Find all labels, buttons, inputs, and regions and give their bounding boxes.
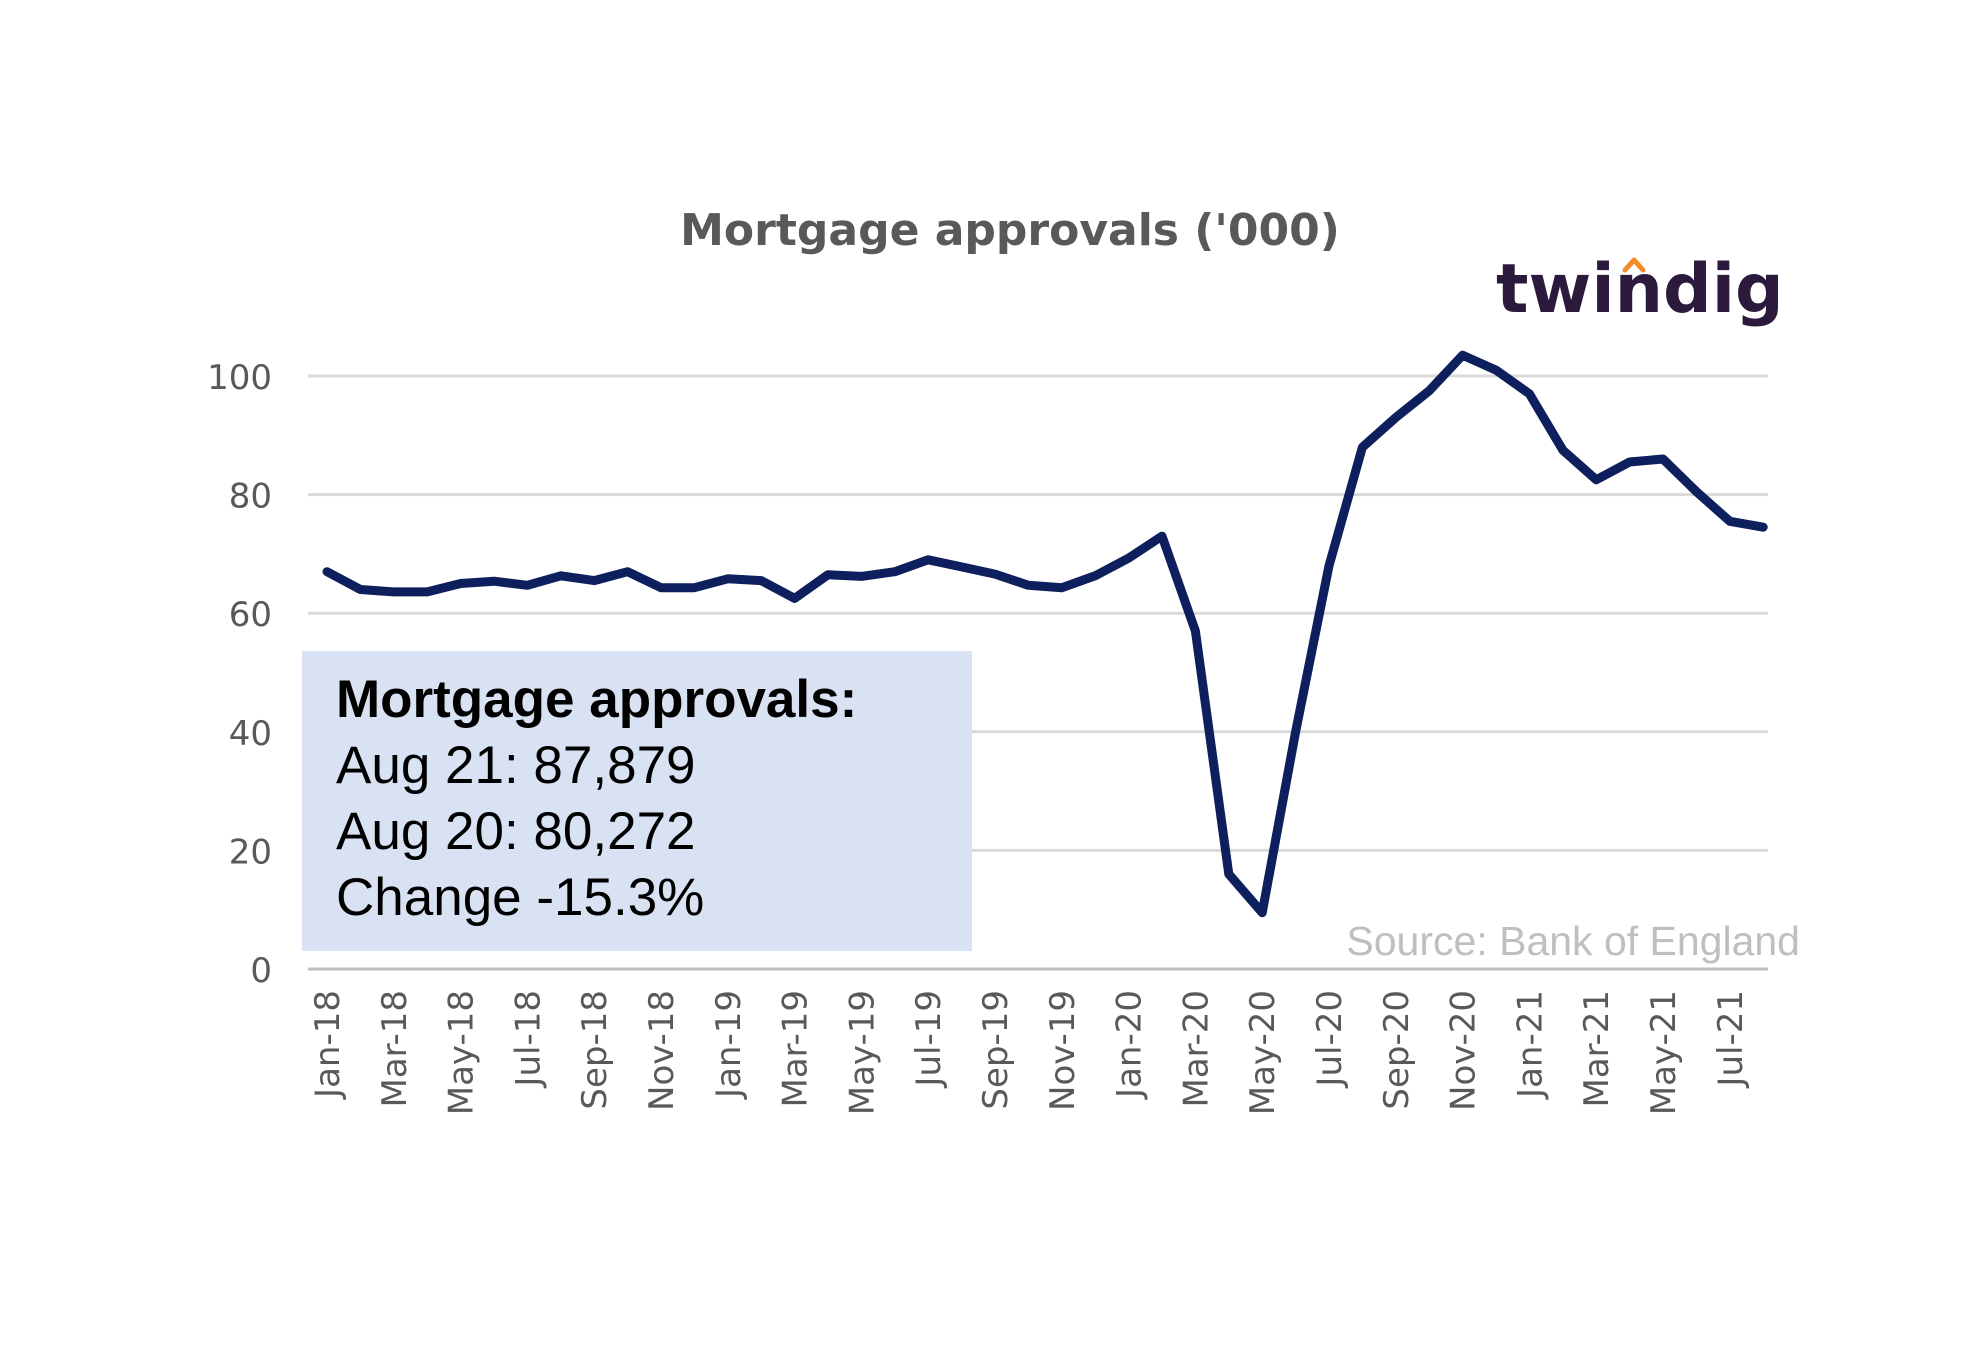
x-tick-label: May-19 xyxy=(842,990,882,1115)
x-tick-label: Jan-21 xyxy=(1510,990,1550,1100)
x-tick-label: May-18 xyxy=(442,990,482,1115)
info-box-heading: Mortgage approvals: xyxy=(336,670,858,729)
y-tick-label: 60 xyxy=(229,595,272,635)
x-tick-label: Nov-18 xyxy=(642,990,682,1111)
y-tick-label: 80 xyxy=(229,477,272,517)
y-tick-label: 40 xyxy=(229,714,272,754)
y-axis-ticks: 0 20 40 60 80 100 xyxy=(207,358,272,991)
x-tick-label: Jul-18 xyxy=(508,990,548,1089)
logo-accent-icon xyxy=(1622,257,1646,273)
x-tick-label: May-21 xyxy=(1644,990,1684,1115)
x-tick-label: Nov-20 xyxy=(1444,990,1484,1111)
series-group xyxy=(322,350,1768,918)
x-tick-label: Sep-20 xyxy=(1377,990,1417,1110)
x-tick-label: Mar-18 xyxy=(375,990,415,1108)
chart-title: Mortgage approvals ('000) xyxy=(680,205,1340,256)
x-tick-label: Jul-19 xyxy=(909,990,949,1089)
x-tick-label: Mar-20 xyxy=(1176,990,1216,1108)
x-tick-label: Nov-19 xyxy=(1043,990,1083,1111)
twindig-logo: twindig xyxy=(1496,250,1784,329)
series-line-0 xyxy=(322,350,1768,918)
info-box: Mortgage approvals: Aug 21: 87,879 Aug 2… xyxy=(302,651,972,951)
x-tick-label: Jan-18 xyxy=(308,990,348,1100)
x-tick-label: May-20 xyxy=(1243,990,1283,1115)
info-box-line-current: Aug 21: 87,879 xyxy=(336,736,696,795)
info-box-line-change: Change -15.3% xyxy=(336,868,705,927)
info-box-line-previous: Aug 20: 80,272 xyxy=(336,802,696,861)
x-tick-label: Jan-20 xyxy=(1110,990,1150,1100)
logo-text: twindig xyxy=(1496,250,1784,329)
y-tick-label: 20 xyxy=(229,832,272,872)
x-tick-label: Jul-20 xyxy=(1310,990,1350,1089)
x-tick-label: Sep-18 xyxy=(575,990,615,1110)
x-tick-label: Jul-21 xyxy=(1711,990,1751,1089)
x-tick-label: Mar-21 xyxy=(1577,990,1617,1108)
y-tick-label: 0 xyxy=(250,951,272,991)
x-tick-label: Sep-19 xyxy=(976,990,1016,1110)
x-tick-label: Mar-19 xyxy=(776,990,816,1108)
y-tick-label: 100 xyxy=(207,358,272,398)
source-label: Source: Bank of England xyxy=(1346,918,1800,964)
x-tick-label: Jan-19 xyxy=(709,990,749,1100)
x-axis-ticks: Jan-18 Mar-18 May-18 Jul-18 Sep-18 Nov-18 Jan-… xyxy=(308,990,1751,1115)
